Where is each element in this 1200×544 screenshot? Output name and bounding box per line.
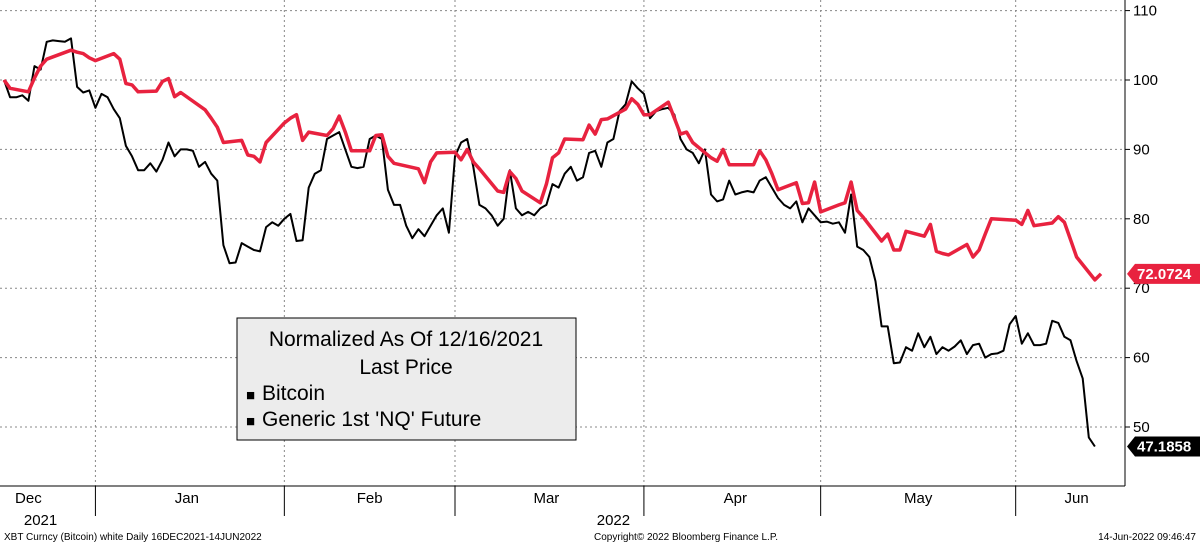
x-year-label-2022: 2022 bbox=[597, 512, 630, 529]
legend-label-nq: Generic 1st 'NQ' Future bbox=[262, 408, 481, 431]
y-tick-label-110: 110 bbox=[1133, 3, 1157, 20]
x-month-label-dec: Dec bbox=[15, 490, 42, 507]
series-line-nq-future bbox=[2, 48, 1103, 282]
legend-box bbox=[236, 317, 577, 441]
legend-marker-nq: ■ bbox=[246, 413, 255, 430]
axis-layer: 50 60 70 80 90 100 110 Dec Jan Feb Mar Apr May Jun 202… bbox=[0, 0, 1200, 529]
series-line-bitcoin bbox=[3, 37, 1096, 448]
x-year-label-2021: 2021 bbox=[24, 512, 57, 529]
y-tick-label-100: 100 bbox=[1133, 72, 1158, 89]
y-tick-label-70: 70 bbox=[1133, 280, 1150, 297]
x-month-label-may: May bbox=[904, 490, 933, 507]
footer-center: Copyright© 2022 Bloomberg Finance L.P. bbox=[594, 532, 778, 543]
last-value-badge-1 bbox=[1127, 436, 1200, 457]
x-month-label-jan: Jan bbox=[175, 490, 199, 507]
footer-right: 14-Jun-2022 09:46:47 bbox=[1098, 532, 1196, 543]
last-value-label-0: 72.0724 bbox=[1137, 266, 1192, 283]
legend: Normalized As Of 12/16/2021 Last Price ■… bbox=[236, 317, 577, 441]
x-month-label-feb: Feb bbox=[357, 490, 383, 507]
x-month-label-apr: Apr bbox=[724, 490, 747, 507]
y-tick-label-50: 50 bbox=[1133, 419, 1150, 436]
legend-title: Normalized As Of 12/16/2021 bbox=[269, 328, 543, 351]
legend-label-bitcoin: Bitcoin bbox=[262, 382, 325, 405]
y-tick-label-60: 60 bbox=[1133, 350, 1150, 367]
last-value-badge-0 bbox=[1127, 263, 1200, 284]
legend-subtitle: Last Price bbox=[359, 356, 452, 379]
series-layer bbox=[2, 37, 1103, 448]
y-tick-label-80: 80 bbox=[1133, 211, 1150, 228]
footer: XBT Curncy (Bitcoin) white Daily 16DEC20… bbox=[4, 532, 1196, 543]
x-month-label-jun: Jun bbox=[1065, 490, 1089, 507]
x-month-label-mar: Mar bbox=[533, 490, 559, 507]
y-tick-label-90: 90 bbox=[1133, 141, 1150, 158]
footer-left: XBT Curncy (Bitcoin) white Daily 16DEC20… bbox=[4, 532, 262, 543]
last-value-label-1: 47.1858 bbox=[1137, 439, 1191, 456]
legend-marker-bitcoin: ■ bbox=[246, 387, 255, 404]
